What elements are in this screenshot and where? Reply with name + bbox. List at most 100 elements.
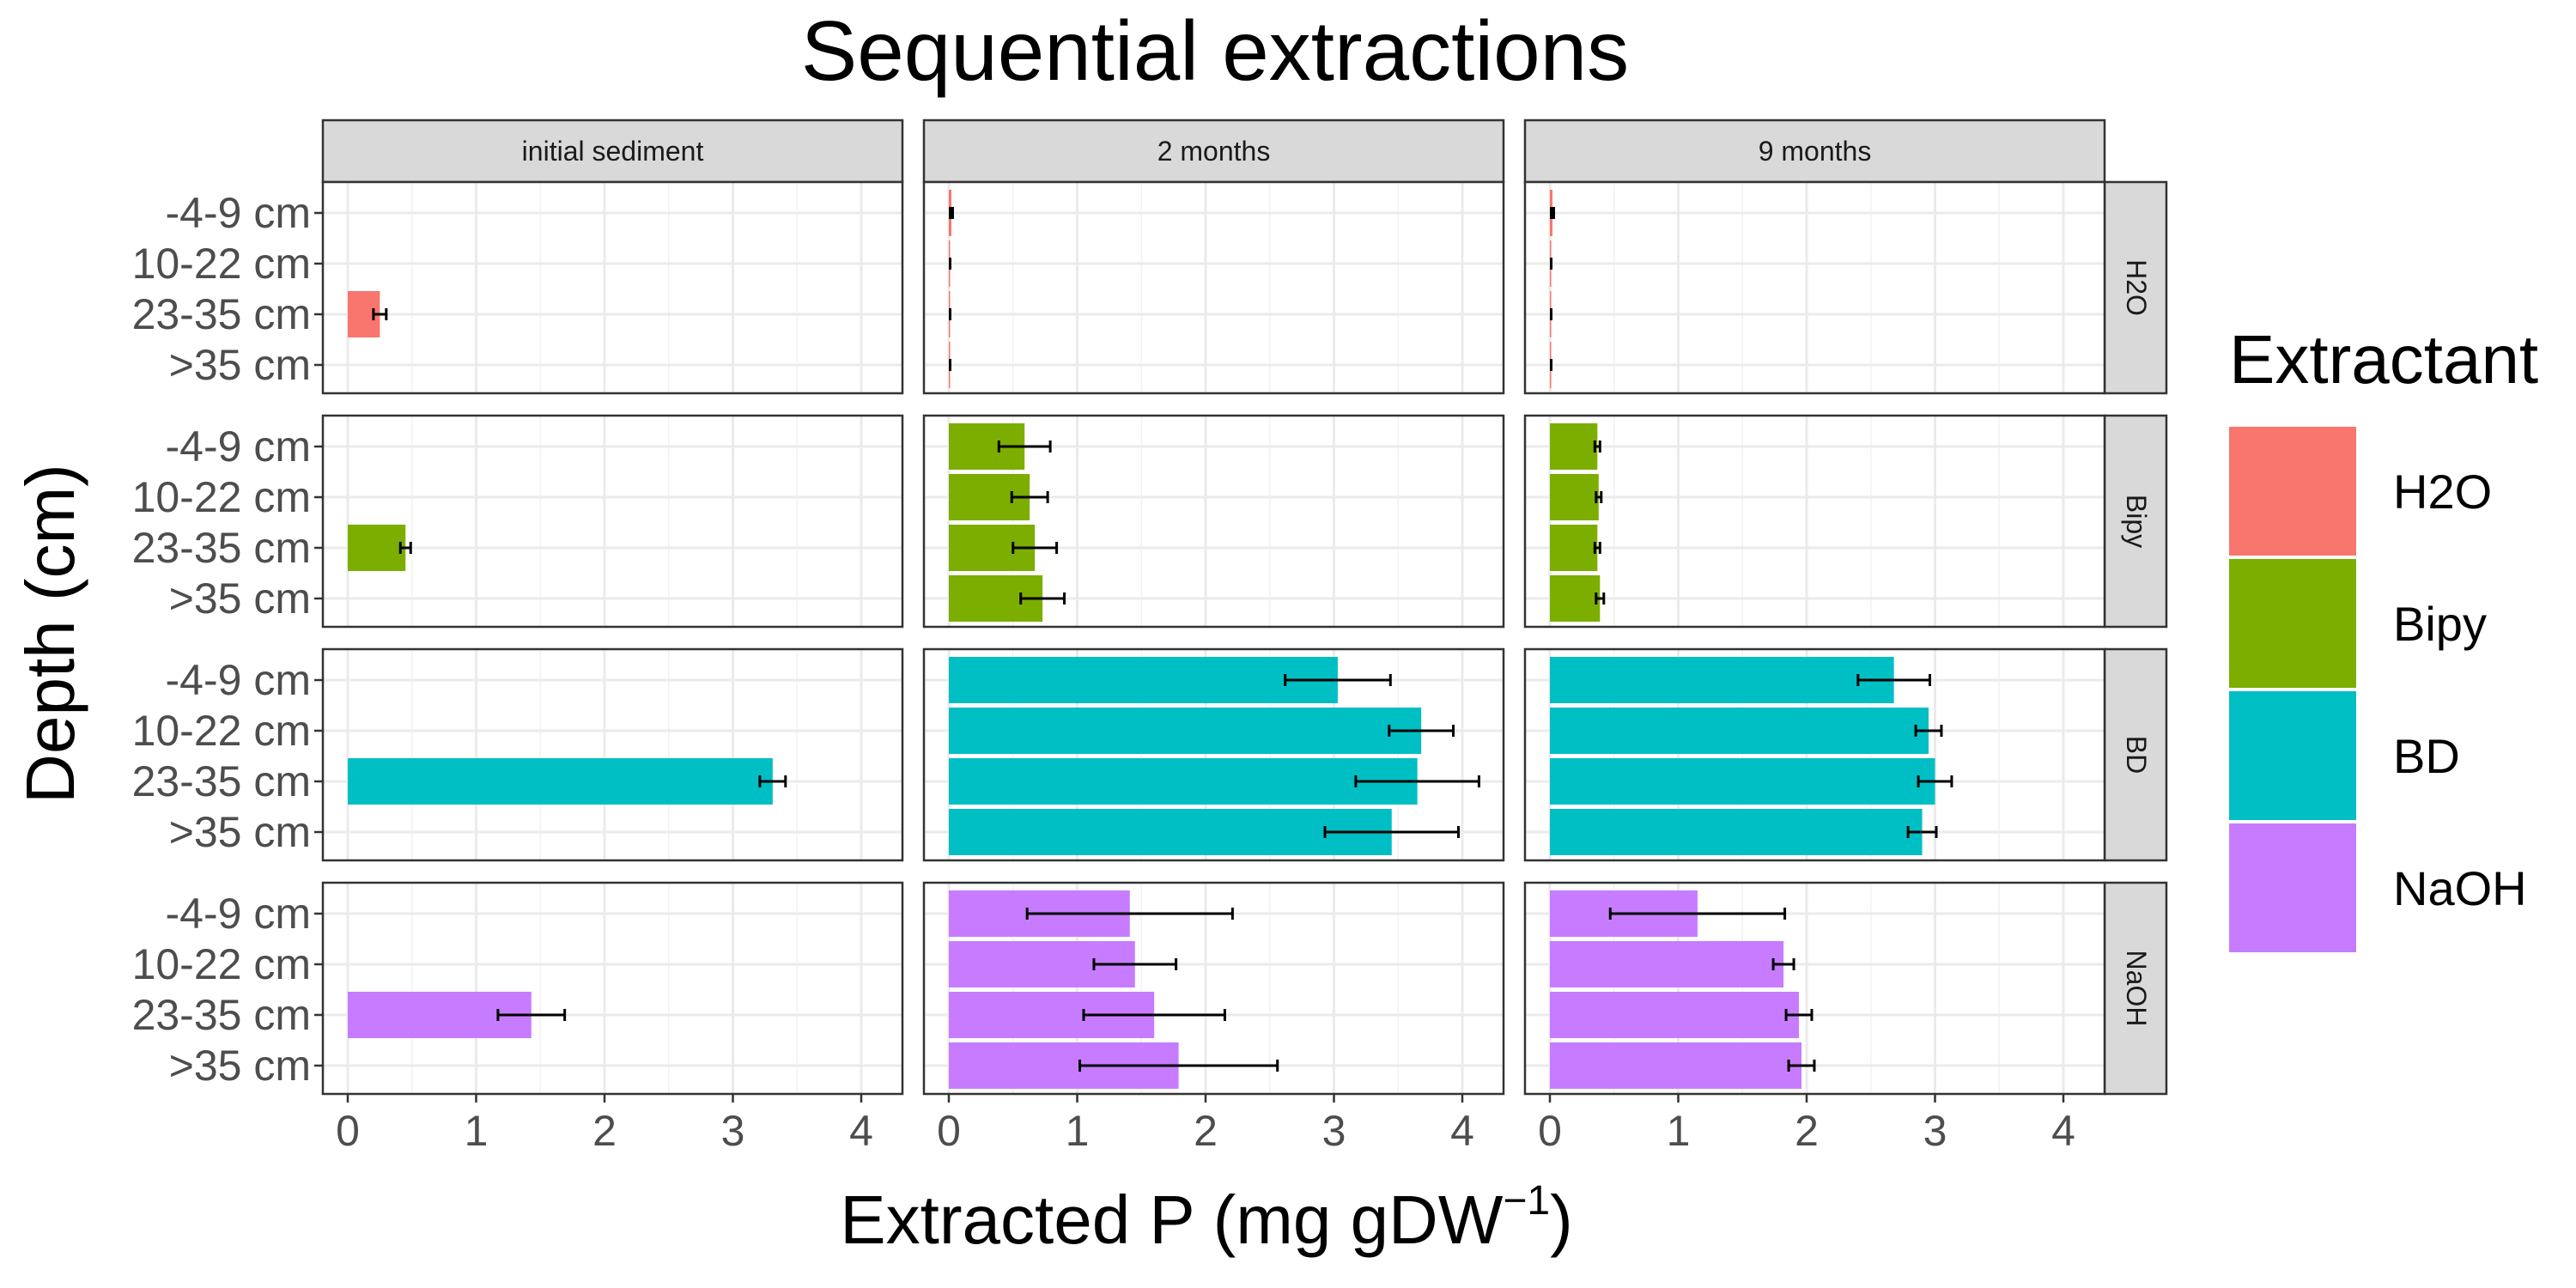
facet-panel — [321, 414, 904, 629]
y-tick-label: 10-22 cm — [132, 707, 311, 755]
y-tick-label: -4-9 cm — [166, 890, 311, 938]
x-tick-label: 0 — [937, 1107, 961, 1155]
y-axis-title: Depth (cm) — [12, 464, 88, 804]
bar — [1550, 423, 1598, 470]
bar — [949, 708, 1422, 754]
x-tick-label: 4 — [2051, 1107, 2075, 1155]
x-tick-label: 1 — [465, 1107, 489, 1155]
facet-panel — [922, 881, 1505, 1096]
row-strip — [2103, 180, 2168, 395]
y-tick-label: 23-35 cm — [132, 290, 311, 338]
x-tick-label: 0 — [1538, 1107, 1562, 1155]
facet-panel — [321, 180, 904, 395]
panel-border — [922, 414, 1505, 629]
legend-key — [2229, 427, 2356, 556]
panel-border — [1523, 414, 2106, 629]
x-tick-label: 1 — [1066, 1107, 1090, 1155]
panel-border — [321, 881, 904, 1096]
panel-border — [922, 647, 1505, 862]
x-axis-title: Extracted P (mg gDW−1) — [840, 1178, 1572, 1258]
panel-background — [323, 182, 902, 393]
bar — [1550, 575, 1601, 622]
y-tick-label: 10-22 cm — [132, 473, 311, 521]
x-tick-label: 2 — [1194, 1107, 1218, 1155]
x-axis-title-superscript: −1 — [1503, 1178, 1550, 1224]
column-strip — [1523, 118, 2106, 184]
legend-title: Extractant — [2229, 321, 2538, 398]
row-strip-label: Bipy — [2121, 495, 2152, 548]
bar — [1550, 941, 1784, 987]
panel-border — [1523, 647, 2106, 862]
bar — [1550, 708, 1929, 754]
panel-border — [1523, 180, 2106, 395]
legend-label: NaOH — [2393, 861, 2527, 915]
bar — [348, 758, 773, 805]
bar — [949, 657, 1338, 703]
facet-panel — [321, 881, 904, 1096]
facet-panel — [321, 647, 904, 862]
column-strip — [922, 118, 1505, 184]
x-tick-label: 2 — [1795, 1107, 1819, 1155]
panel-background — [323, 649, 902, 860]
column-strip-label: initial sediment — [522, 136, 704, 167]
x-axis-title-main: Extracted P (mg gDW — [840, 1182, 1504, 1258]
y-tick-label: 10-22 cm — [132, 940, 311, 988]
panel-background — [323, 416, 902, 627]
legend-key — [2229, 823, 2356, 952]
x-tick-label: 3 — [1923, 1107, 1947, 1155]
y-tick-label: 23-35 cm — [132, 524, 311, 572]
x-tick-label: 4 — [1450, 1107, 1474, 1155]
y-tick-label: 10-22 cm — [132, 240, 311, 288]
x-axis-title-end: ) — [1550, 1182, 1573, 1258]
panel-background — [924, 182, 1504, 393]
bar — [1550, 809, 1923, 855]
panel-border — [922, 881, 1505, 1096]
bar — [348, 525, 406, 571]
x-tick-label: 1 — [1667, 1107, 1691, 1155]
column-strip — [321, 118, 904, 184]
x-tick-label: 3 — [721, 1107, 745, 1155]
panel-border — [321, 647, 904, 862]
y-tick-label: >35 cm — [169, 1042, 311, 1090]
legend-key — [2229, 691, 2356, 820]
y-tick-label: >35 cm — [169, 574, 311, 623]
bar — [1550, 1042, 1802, 1089]
facet-panel — [1523, 647, 2106, 862]
panel-border — [321, 180, 904, 395]
x-tick-label: 3 — [1322, 1107, 1346, 1155]
y-tick-label: -4-9 cm — [166, 656, 311, 704]
bar — [949, 809, 1392, 855]
legend: Extractant H2O Bipy BD NaOH — [2229, 321, 2538, 952]
column-strip-label: 9 months — [1759, 136, 1872, 167]
facet-panel — [1523, 180, 2106, 395]
legend-label: Bipy — [2393, 597, 2487, 651]
row-strip — [2103, 881, 2168, 1096]
facet-panel — [922, 414, 1505, 629]
facet-panel — [1523, 414, 2106, 629]
column-strip-label: 2 months — [1157, 136, 1271, 167]
bar — [949, 758, 1418, 805]
legend-key — [2229, 559, 2356, 688]
facet-panel — [922, 647, 1505, 862]
y-tick-label: 23-35 cm — [132, 757, 311, 805]
bar — [1550, 525, 1598, 571]
x-tick-label: 0 — [336, 1107, 360, 1155]
x-tick-label: 4 — [849, 1107, 873, 1155]
bar — [1550, 474, 1599, 520]
bar — [1550, 657, 1894, 703]
y-tick-label: -4-9 cm — [166, 422, 311, 471]
panel-background — [1525, 416, 2105, 627]
panel-background — [323, 883, 902, 1094]
legend-label: BD — [2393, 729, 2460, 783]
bar — [1550, 758, 1935, 805]
panel-background — [1525, 182, 2105, 393]
y-tick-label: -4-9 cm — [166, 189, 311, 237]
chart-title: Sequential extractions — [801, 3, 1629, 98]
facet-panels: initial sediment 2 months 9 months H2O -4-9 … — [132, 118, 2168, 1155]
panel-border — [1523, 881, 2106, 1096]
facet-panel — [922, 180, 1505, 395]
row-strip-label: H2O — [2121, 259, 2152, 316]
y-tick-label: 23-35 cm — [132, 991, 311, 1039]
panel-border — [922, 180, 1505, 395]
